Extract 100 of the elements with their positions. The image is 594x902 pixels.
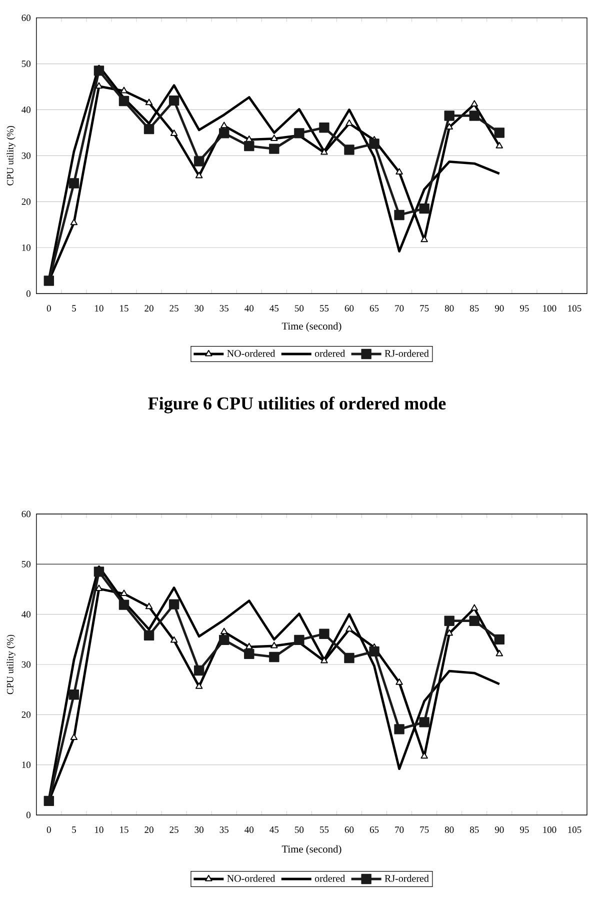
point [470,100,478,107]
point [319,628,330,639]
point [195,682,203,689]
point [118,600,130,610]
point [396,678,403,685]
point [44,796,54,806]
x-tick-label: 15 [120,826,128,833]
point [219,128,230,138]
x-tick-label: 55 [320,826,329,833]
point [469,616,480,626]
x-tick-label: 30 [194,826,204,833]
point [346,119,353,126]
point [145,602,153,610]
x-tick-label: 85 [470,826,479,833]
x-tick-label: 105 [568,305,582,312]
y-tick-label: 0 [26,812,31,818]
point [170,636,178,643]
y-tick-label: 50 [22,560,31,568]
y-tick-label: 20 [22,198,31,205]
x-tick-label: 65 [370,826,379,833]
y-tick-label: 60 [22,14,31,22]
point [419,203,430,214]
point [470,604,478,611]
point [394,724,404,734]
x-tick-label: 45 [270,305,279,312]
x-tick-label: 75 [420,826,429,833]
point [144,124,154,134]
x-tick-label: 0 [46,826,51,833]
legend-label: NO-ordered [227,350,276,357]
point [319,122,330,133]
x-tick-label: 40 [244,305,254,312]
x-tick-label: 95 [520,305,529,312]
legend-label: ordered [314,350,345,357]
point [270,134,278,141]
point [444,110,454,121]
x-tick-label: 10 [95,305,104,312]
point [494,634,504,645]
x-tick-label: 60 [344,826,354,833]
point [446,629,453,636]
x-tick-label: 10 [95,826,104,833]
x-tick-label: 25 [170,305,178,312]
y-tick-label: 10 [22,244,31,251]
x-tick-label: 65 [370,305,379,312]
x-axis-title: Time (second) [282,322,342,332]
legend-label: NO-ordered [227,874,276,882]
point [168,599,180,610]
point [170,130,178,136]
x-tick-label: 25 [170,826,178,833]
point [294,634,304,646]
legend-label: ordered [314,874,345,882]
y-axis-title: CPU utility (%) [6,634,16,694]
point [70,218,78,226]
point [95,584,103,592]
caption: Figure 6 CPU utilities of ordered mode [148,396,446,414]
point [220,628,228,634]
x-tick-label: 30 [194,305,204,312]
x-tick-label: 60 [344,305,354,312]
x-tick-label: 35 [220,826,228,833]
point [269,652,280,662]
y-tick-label: 0 [26,290,31,297]
point [396,168,403,175]
x-tick-label: 50 [294,305,304,312]
x-tick-label: 45 [270,826,279,833]
legend-label: RJ-ordered [384,350,429,357]
legend-label: RJ-ordered [384,874,429,882]
y-tick-label: 40 [22,106,31,113]
point [294,128,304,138]
point [469,110,480,121]
y-tick-label: 30 [22,152,31,159]
x-tick-label: 50 [294,826,304,833]
point [70,734,78,740]
point [195,172,203,178]
point [419,717,430,728]
y-tick-label: 30 [22,661,31,668]
point [444,616,454,626]
point [118,96,130,106]
point [68,689,80,700]
point [44,276,54,286]
point [94,566,104,577]
point [320,656,328,664]
point [344,144,354,155]
point [94,66,104,76]
point [346,625,353,632]
point [95,82,103,89]
point [244,648,254,660]
x-tick-label: 20 [144,305,154,312]
x-tick-label: 15 [120,305,128,312]
x-tick-label: 105 [568,826,582,833]
point [369,646,380,657]
point [270,642,278,648]
point [194,665,204,676]
point [320,148,328,155]
x-tick-label: 5 [72,305,76,312]
x-tick-label: 90 [494,305,504,312]
x-tick-label: 75 [420,305,429,312]
x-tick-label: 40 [244,826,254,833]
point [220,122,228,128]
x-tick-label: 20 [144,826,154,833]
x-tick-label: 80 [444,826,454,833]
point [446,123,453,130]
